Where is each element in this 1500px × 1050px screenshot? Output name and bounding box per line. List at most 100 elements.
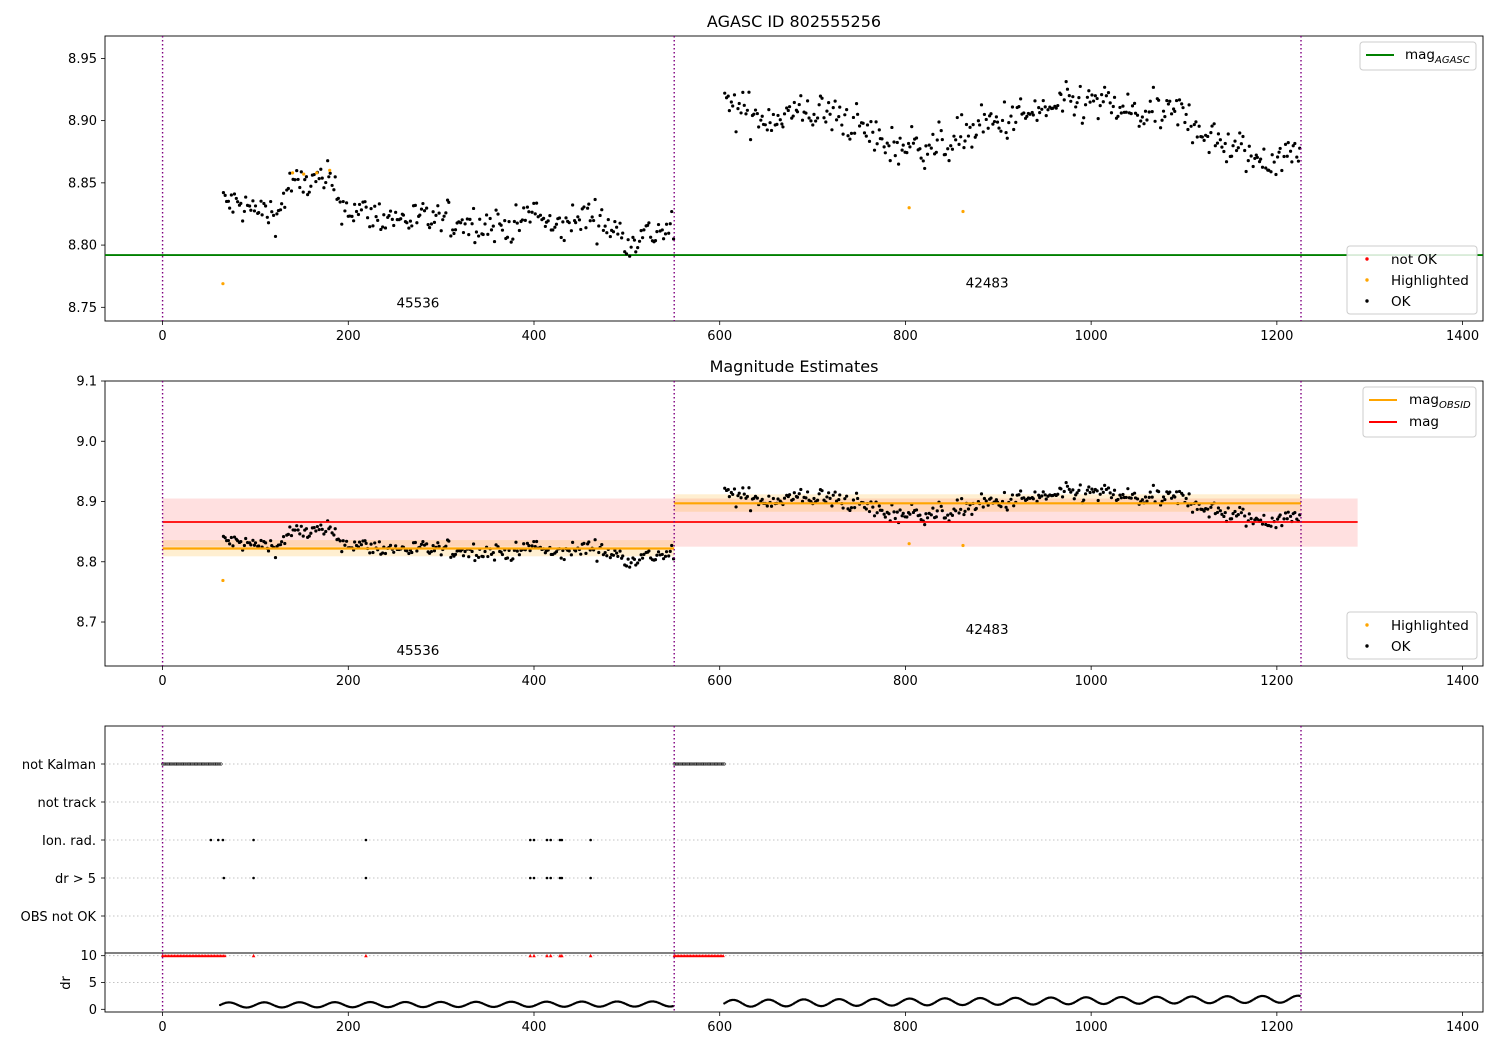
ok-point <box>543 224 547 229</box>
ok-point <box>494 208 498 212</box>
ok-point <box>906 141 911 146</box>
ok-point <box>807 116 811 120</box>
ok-point <box>449 555 453 559</box>
x-tick-label: 400 <box>522 329 547 344</box>
ok-point <box>338 200 342 204</box>
ok-point <box>1267 168 1271 172</box>
ok-point <box>759 118 763 122</box>
ok-point <box>399 217 403 221</box>
ok-point <box>226 538 231 543</box>
flag-marker <box>558 838 562 842</box>
legend-marker <box>1365 257 1369 261</box>
ok-point <box>734 130 738 134</box>
highlighted-point <box>961 543 965 548</box>
x-tick-label: 1000 <box>1075 674 1108 689</box>
ok-point <box>1145 499 1149 503</box>
legend-label: Highlighted <box>1391 618 1469 634</box>
ok-point <box>1022 496 1026 500</box>
ok-point <box>600 543 604 547</box>
ok-point <box>239 201 243 205</box>
ok-point <box>999 505 1003 509</box>
ok-point <box>1202 138 1206 142</box>
ok-point <box>1275 155 1280 159</box>
ok-point <box>775 122 779 126</box>
ok-point <box>499 550 503 554</box>
ok-point <box>1101 100 1105 104</box>
ok-point <box>468 217 472 222</box>
flag-marker <box>722 762 726 766</box>
ok-point <box>769 128 774 133</box>
ok-point <box>1148 490 1152 494</box>
ok-point <box>1012 127 1016 132</box>
ok-point <box>812 496 816 501</box>
ok-point <box>1241 134 1245 139</box>
ok-point <box>624 252 629 256</box>
ok-point <box>592 218 596 223</box>
ok-point <box>670 543 674 548</box>
ok-point <box>228 542 232 546</box>
ok-point <box>603 550 607 555</box>
ok-point <box>960 113 964 117</box>
ok-point <box>827 491 831 495</box>
ok-point <box>861 121 865 125</box>
ok-point <box>582 541 586 545</box>
ok-point <box>369 542 373 546</box>
ok-point <box>874 120 878 124</box>
ok-point <box>1233 509 1237 514</box>
ok-point <box>527 544 531 548</box>
ok-point <box>463 222 467 226</box>
ok-point <box>1224 160 1229 164</box>
ok-point <box>925 516 930 520</box>
ok-point <box>320 527 324 531</box>
ok-point <box>511 557 515 561</box>
ok-point <box>1181 106 1185 110</box>
ok-point <box>914 508 919 512</box>
ok-point <box>943 516 947 520</box>
ok-point <box>1142 122 1146 126</box>
highlighted-point <box>302 172 306 176</box>
ok-point <box>340 222 344 226</box>
ok-point <box>264 541 268 545</box>
ok-point <box>388 543 393 547</box>
obsid-label: 45536 <box>396 295 439 311</box>
ok-point <box>1246 159 1250 163</box>
ok-point <box>727 495 731 499</box>
ok-point <box>436 541 440 545</box>
y-tick-label: 0 <box>89 1003 97 1018</box>
ok-point <box>381 225 385 229</box>
y-tick-label: 8.90 <box>68 114 97 129</box>
ok-point <box>812 112 816 116</box>
ok-point <box>492 558 497 562</box>
ok-point <box>1009 497 1013 501</box>
ok-point <box>1151 85 1155 89</box>
ok-point <box>634 250 638 254</box>
ok-point <box>736 494 740 498</box>
ok-point <box>546 219 550 223</box>
ok-point <box>1083 103 1088 107</box>
ok-point <box>911 141 916 145</box>
ok-point <box>1035 499 1039 503</box>
highlighted-point <box>907 206 911 210</box>
ok-point <box>946 147 950 151</box>
ok-point <box>982 496 987 501</box>
ok-point <box>328 525 332 529</box>
ok-point <box>830 504 834 508</box>
ok-point <box>615 225 619 229</box>
ok-point <box>787 105 792 109</box>
legend-marker <box>1365 299 1369 303</box>
ok-point <box>1190 141 1195 145</box>
ok-point <box>734 505 738 509</box>
ok-point <box>439 553 443 557</box>
ok-point <box>413 203 417 207</box>
ok-point <box>1098 104 1102 108</box>
ok-point <box>799 94 803 98</box>
ok-point <box>663 232 668 236</box>
ok-point <box>223 536 227 540</box>
ok-point <box>1147 110 1151 114</box>
ok-point <box>471 542 476 546</box>
ok-point <box>1275 517 1280 521</box>
ok-point <box>322 532 326 536</box>
ok-point <box>1285 154 1289 158</box>
ok-point <box>315 524 319 529</box>
